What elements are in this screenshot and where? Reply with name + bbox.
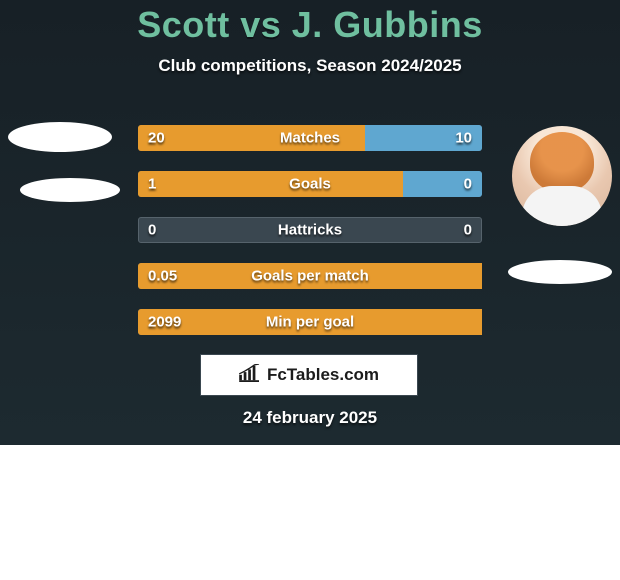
stat-value-left: 20 [148, 130, 165, 147]
stat-row: 0.05 Goals per match [137, 262, 483, 290]
stat-label: Hattricks [278, 222, 342, 239]
stat-label: Min per goal [266, 314, 354, 331]
player1-name: Scott [137, 4, 230, 45]
vs-label: vs [240, 4, 281, 45]
subtitle: Club competitions, Season 2024/2025 [0, 56, 620, 76]
watermark-text: FcTables.com [267, 365, 379, 385]
stats-container: 2010Matches10Goals00Hattricks0.05Goals p… [137, 124, 483, 354]
player1-avatar-placeholder [8, 122, 112, 152]
stat-row: 1 0 Goals [137, 170, 483, 198]
player2-avatar-shadow [508, 260, 612, 284]
stat-row: 20 10 Matches [137, 124, 483, 152]
stat-row: 2099 Min per goal [137, 308, 483, 336]
stat-row: 0 0 Hattricks [137, 216, 483, 244]
player1-avatar-shadow [20, 178, 120, 202]
stat-label: Goals per match [251, 268, 369, 285]
stat-fill-left [138, 171, 403, 197]
comparison-card: Scott vs J. Gubbins Club competitions, S… [0, 0, 620, 580]
page-title: Scott vs J. Gubbins [0, 4, 620, 46]
player2-name: J. Gubbins [292, 4, 483, 45]
stat-value-right: 0 [464, 222, 472, 239]
stat-value-left: 0 [148, 222, 156, 239]
stat-value-left: 1 [148, 176, 156, 193]
stat-value-left: 0.05 [148, 268, 177, 285]
watermark: FcTables.com [200, 354, 418, 396]
stat-value-right: 0 [464, 176, 472, 193]
stat-value-right: 10 [455, 130, 472, 147]
player2-avatar [512, 126, 612, 226]
date-label: 24 february 2025 [0, 408, 620, 428]
stat-value-left: 2099 [148, 314, 181, 331]
stat-label: Goals [289, 176, 331, 193]
watermark-chart-icon [239, 364, 261, 387]
stat-label: Matches [280, 130, 340, 147]
